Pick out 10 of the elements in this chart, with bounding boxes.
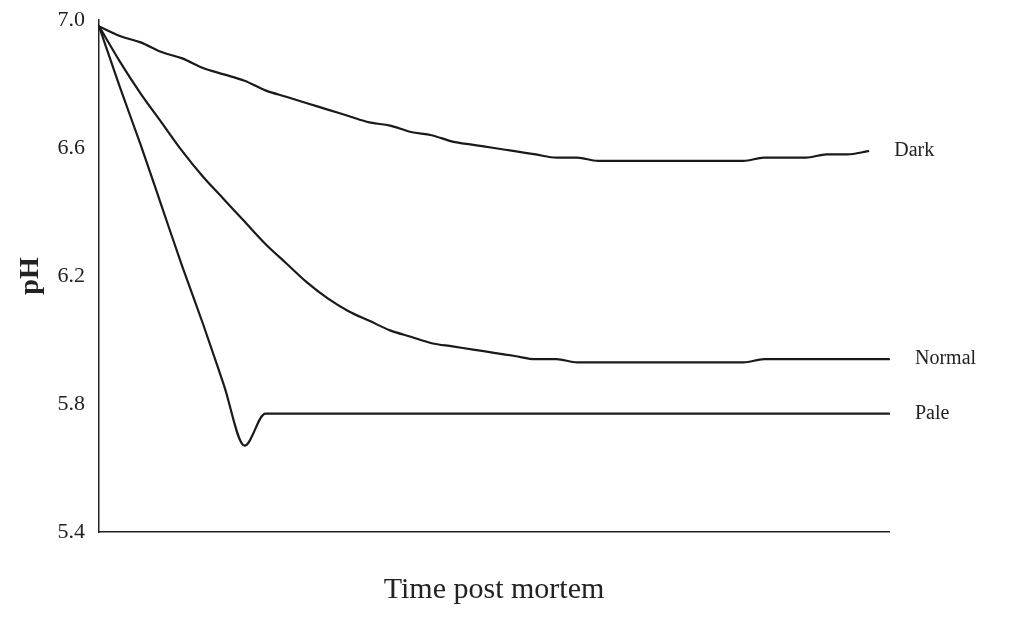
y-tick-label: 6.6 [57, 133, 86, 159]
series-label: Dark [894, 138, 935, 161]
y-tick-label: 5.4 [57, 517, 86, 543]
x-axis-title: Time post mortem [383, 570, 605, 604]
series-label: Normal [915, 346, 977, 369]
y-axis-title: pH [13, 257, 45, 295]
series-label: Pale [915, 400, 950, 423]
y-tick-label: 6.2 [57, 261, 86, 287]
y-tick-label: 5.8 [57, 389, 86, 415]
y-tick-label: 7.0 [57, 5, 86, 31]
